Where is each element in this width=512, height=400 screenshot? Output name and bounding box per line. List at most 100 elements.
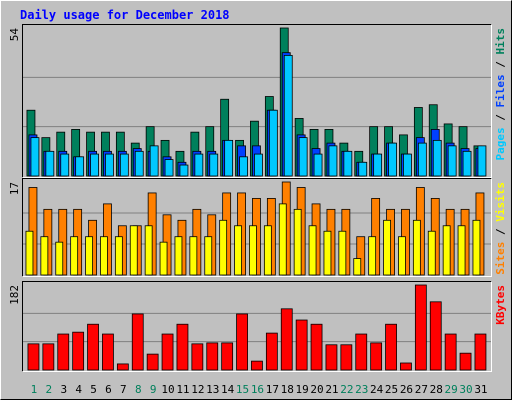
bar xyxy=(119,153,129,177)
bar xyxy=(174,236,183,276)
x-tick-label: 22 xyxy=(340,383,353,396)
x-tick-label: 19 xyxy=(296,383,309,396)
bar xyxy=(116,363,129,371)
x-tick-label: 28 xyxy=(430,383,443,396)
bar xyxy=(45,150,55,177)
bar xyxy=(85,236,93,276)
bar xyxy=(179,164,189,177)
bar xyxy=(457,225,466,276)
legend-separator: / xyxy=(494,55,507,75)
x-tick-label: 15 xyxy=(236,383,249,396)
bar xyxy=(474,333,487,371)
legend-entry: Pages xyxy=(494,127,507,160)
bar xyxy=(161,333,174,371)
legend-separator: / xyxy=(494,222,507,242)
bar xyxy=(385,323,397,371)
y-tick-label: 54 xyxy=(8,28,21,42)
bar xyxy=(204,236,213,276)
x-tick-label: 13 xyxy=(206,383,219,396)
bar xyxy=(412,219,421,276)
bar xyxy=(340,344,353,371)
x-tick-label: 31 xyxy=(474,383,487,396)
bar xyxy=(313,153,323,177)
bar xyxy=(30,137,40,177)
x-tick-label: 12 xyxy=(191,383,204,396)
bar xyxy=(370,342,383,371)
bar xyxy=(60,153,70,177)
bar xyxy=(353,258,362,276)
bar xyxy=(102,333,114,371)
bar xyxy=(239,156,248,177)
bar xyxy=(189,236,198,276)
bar xyxy=(144,225,153,276)
x-tick-label: 20 xyxy=(310,383,323,396)
x-tick-label: 10 xyxy=(161,383,174,396)
x-tick-label: 5 xyxy=(90,383,97,396)
bar xyxy=(444,333,457,371)
legend: Pages / Files / Hits xyxy=(494,28,507,161)
bar xyxy=(403,153,412,177)
bar xyxy=(146,353,159,371)
bar xyxy=(323,230,332,276)
bar xyxy=(325,344,338,371)
bar xyxy=(129,225,138,276)
legend-entry: Hits xyxy=(494,28,507,55)
legend-entry: Sites xyxy=(494,242,507,275)
bar xyxy=(398,236,406,276)
bar xyxy=(159,241,168,276)
x-tick-label: 3 xyxy=(60,383,67,396)
bar xyxy=(328,145,338,177)
bar xyxy=(249,225,257,276)
bar xyxy=(72,331,85,371)
bar xyxy=(149,145,159,177)
x-tick-label: 18 xyxy=(281,383,294,396)
bar xyxy=(343,150,353,177)
x-tick-label: 26 xyxy=(400,383,413,396)
legend-entry: Files xyxy=(494,74,507,107)
x-tick-label: 1 xyxy=(31,383,38,396)
bar xyxy=(427,230,436,276)
bar xyxy=(355,333,368,371)
bar xyxy=(57,333,70,371)
bar xyxy=(164,159,174,177)
bar xyxy=(414,284,427,371)
bar xyxy=(383,219,391,276)
bar xyxy=(298,137,308,177)
legend-entry: Visits xyxy=(494,182,507,222)
bar xyxy=(191,343,204,371)
x-tick-label: 29 xyxy=(445,383,458,396)
panel-bevel-light xyxy=(22,178,492,277)
bar xyxy=(114,236,123,276)
bar xyxy=(293,208,302,276)
bar xyxy=(42,343,55,371)
bar xyxy=(459,352,472,371)
bar xyxy=(194,153,204,177)
x-tick-label: 24 xyxy=(370,383,384,396)
x-tick-label: 17 xyxy=(266,383,279,396)
bar xyxy=(134,150,144,177)
panel-bevel-dark xyxy=(22,281,492,372)
x-tick-label: 2 xyxy=(46,383,53,396)
bar xyxy=(219,219,228,276)
bar xyxy=(221,342,234,371)
legend-separator: / xyxy=(494,108,507,128)
panel-bevel-dark xyxy=(22,178,492,277)
x-tick-label: 30 xyxy=(459,383,472,396)
bar xyxy=(442,225,451,276)
bar xyxy=(268,109,278,177)
bar xyxy=(368,236,377,276)
bar xyxy=(447,145,457,177)
bar xyxy=(55,241,64,276)
y-tick-label: 182 xyxy=(8,285,21,305)
bar xyxy=(429,301,442,371)
bar xyxy=(100,236,108,276)
bar xyxy=(338,230,347,276)
bar xyxy=(295,319,308,371)
panel-bevel-light xyxy=(22,24,492,178)
x-tick-label: 16 xyxy=(251,383,264,396)
bar xyxy=(254,153,263,177)
bar xyxy=(283,55,293,177)
panel xyxy=(22,281,492,372)
bar xyxy=(27,343,40,371)
